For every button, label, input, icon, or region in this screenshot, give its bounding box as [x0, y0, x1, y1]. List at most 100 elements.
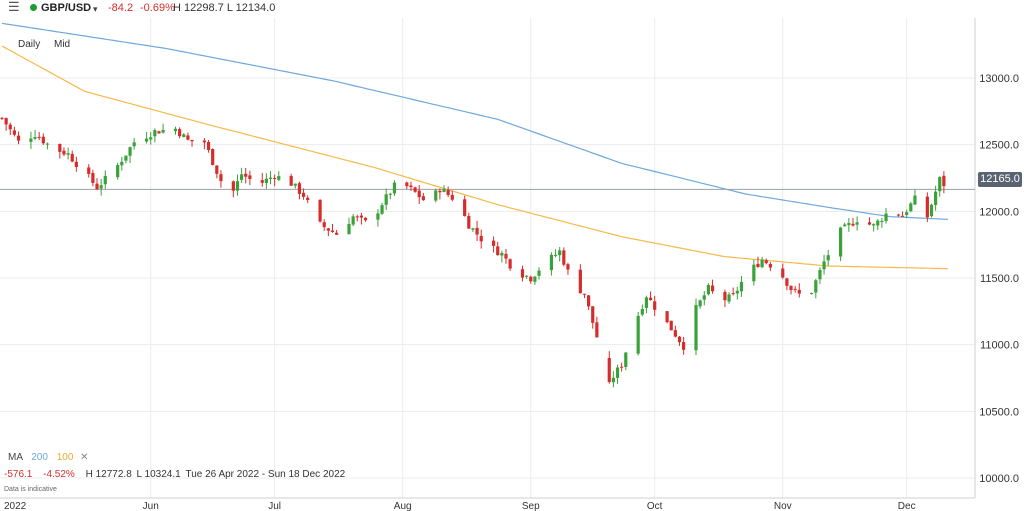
candle-down: [330, 230, 335, 233]
candle-down: [504, 253, 508, 259]
candle-up: [934, 191, 938, 206]
candle-down: [306, 197, 310, 201]
x-tick-label: Oct: [647, 501, 663, 511]
candle-up: [909, 203, 913, 212]
candle-up: [384, 194, 388, 205]
x-tick-label: Aug: [394, 501, 412, 511]
symbol-selector[interactable]: GBP/USD: [41, 2, 92, 14]
menu-icon[interactable]: ☰: [8, 0, 20, 14]
candle-up: [182, 134, 186, 138]
ma-100-legend[interactable]: 100: [56, 452, 74, 463]
candle-up: [818, 269, 822, 280]
x-tick-label: 2022: [4, 501, 27, 511]
range-low: L 10324.1: [136, 469, 181, 480]
candle-down: [211, 149, 215, 165]
candle-up: [752, 264, 756, 282]
candle-up: [760, 259, 764, 268]
candle-down: [41, 136, 45, 144]
candle-up: [173, 128, 178, 132]
y-tick-label: 11000.0: [980, 340, 1019, 352]
candle-up: [124, 155, 128, 161]
remove-indicator-icon[interactable]: ✕: [80, 452, 89, 463]
candle-down: [648, 297, 653, 301]
candle-down: [578, 269, 582, 294]
candle-up: [116, 165, 120, 178]
candle-down: [58, 144, 62, 152]
candle-down: [91, 173, 95, 183]
candle-down: [520, 269, 525, 278]
candle-down: [438, 190, 442, 193]
candle-down: [87, 167, 91, 174]
candle-down: [417, 190, 421, 198]
current-price-label: 12165.0: [978, 172, 1022, 187]
candle-up: [727, 294, 731, 302]
interval-selector[interactable]: Daily: [18, 39, 41, 50]
candle-down: [900, 215, 905, 217]
candle-up: [434, 190, 438, 201]
x-axis: 2022 Jun Jul Aug Sep Oct Nov Dec: [4, 501, 916, 511]
candle-down: [731, 293, 735, 295]
candle-up: [822, 261, 826, 270]
price-type-selector[interactable]: Mid: [54, 39, 71, 50]
candle-down: [463, 199, 467, 216]
disclaimer: Data is indicative: [4, 486, 57, 493]
y-tick-label: 10500.0: [979, 406, 1019, 418]
range-change: -576.1: [4, 469, 33, 480]
candle-down: [206, 142, 211, 151]
candle-down: [409, 185, 413, 188]
candle-down: [475, 227, 479, 235]
candle-up: [739, 281, 744, 292]
candle-up: [814, 280, 818, 293]
candle-up: [694, 305, 698, 351]
candle-down: [335, 232, 339, 235]
candle-up: [706, 284, 711, 295]
candle-down: [215, 165, 219, 174]
candle-down: [607, 358, 611, 382]
candle-up: [905, 212, 909, 215]
candle-up: [264, 178, 268, 184]
candle-up: [938, 176, 942, 192]
candle-down: [562, 250, 566, 265]
candle-down: [591, 306, 595, 323]
candle-down: [413, 187, 417, 192]
candle-down: [682, 342, 686, 350]
candle-up: [702, 295, 706, 300]
candle-down: [190, 139, 194, 142]
candle-down: [582, 293, 587, 295]
candle-down: [421, 196, 425, 201]
candle-up: [533, 276, 537, 282]
candle-up: [347, 223, 351, 235]
candle-down: [186, 135, 190, 140]
candle-down: [496, 246, 500, 256]
candle-down: [896, 214, 901, 216]
candle-down: [479, 235, 483, 242]
range-change-percent: -4.52%: [43, 469, 75, 480]
candle-up: [45, 143, 50, 145]
candle-up: [144, 138, 149, 142]
market-status-dot: [30, 4, 37, 11]
candle-down: [202, 140, 207, 143]
candle-up: [235, 181, 240, 191]
x-tick-label: Nov: [774, 501, 792, 511]
candle-up: [132, 142, 136, 147]
candle-down: [12, 130, 16, 135]
candle-down: [219, 174, 223, 182]
chevron-down-icon[interactable]: ▾: [93, 4, 98, 14]
candle-down: [797, 289, 801, 294]
candle-down: [178, 129, 182, 137]
ma-200-legend[interactable]: 200: [31, 452, 48, 463]
candle-up: [380, 205, 384, 214]
candle-up: [471, 228, 475, 230]
candle-down: [355, 216, 359, 218]
candle-down: [467, 216, 471, 229]
candle-up: [277, 176, 281, 180]
candle-down: [566, 264, 570, 270]
candle-down: [231, 181, 235, 191]
candle-down: [785, 278, 789, 286]
candle-down: [260, 180, 264, 183]
candle-up: [636, 315, 640, 354]
candle-up: [929, 204, 934, 217]
candle-up: [876, 220, 880, 226]
candle-up: [838, 227, 843, 257]
